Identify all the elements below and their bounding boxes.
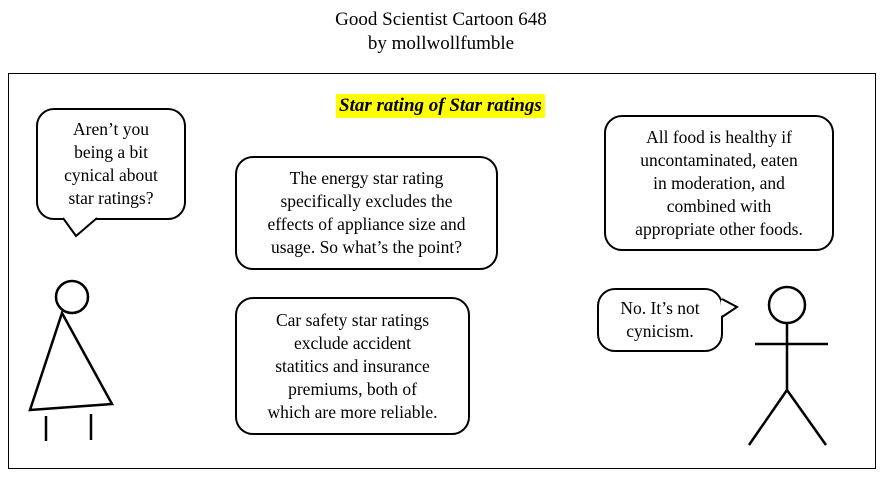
bubble-tail-left xyxy=(62,217,98,238)
bubble-line: cynical about xyxy=(64,165,158,185)
speech-bubble-food: All food is healthy if uncontaminated, e… xyxy=(604,115,834,251)
bubble-line: combined with xyxy=(666,195,772,216)
bubble-line: effects of appliance size and xyxy=(267,214,466,234)
bubble-line: The energy star rating xyxy=(289,168,444,188)
bubble-line: All food is healthy if xyxy=(646,126,792,147)
comic-panel xyxy=(8,73,876,469)
cartoon-header: Good Scientist Cartoon 648 by mollwollfu… xyxy=(0,8,882,56)
bubble-line: usage. So what’s the point? xyxy=(270,237,462,257)
bubble-line: Car safety star ratings xyxy=(275,309,430,330)
bubble-line: statitics and insurance xyxy=(275,355,430,376)
cartoon-byline: by mollwollfumble xyxy=(367,33,515,54)
right-figure-leg xyxy=(785,389,828,446)
bubble-line: premiums, both of xyxy=(288,378,417,399)
bubble-line: which are more reliable. xyxy=(267,401,438,422)
left-stick-figure xyxy=(28,279,115,441)
right-figure-leg xyxy=(747,389,789,446)
bubble-line: in moderation, and xyxy=(653,172,785,193)
bubble-tail-right xyxy=(721,298,739,318)
speech-bubble-right-character: No. It’s not cynicism. xyxy=(597,288,723,352)
bubble-line: cynicism. xyxy=(626,321,694,341)
bubble-line: Aren’t you xyxy=(73,119,149,139)
right-stick-figure xyxy=(747,285,828,446)
cartoon-title: Good Scientist Cartoon 648 xyxy=(335,9,547,30)
bubble-line: star ratings? xyxy=(68,188,154,208)
left-figure-body xyxy=(28,309,115,412)
bubble-line: specifically excludes the xyxy=(280,191,453,211)
speech-bubble-energy-rating: The energy star rating specifically excl… xyxy=(235,156,498,270)
bubble-line: appropriate other foods. xyxy=(635,218,803,239)
bubble-line: being a bit xyxy=(74,142,148,162)
right-figure-head xyxy=(767,285,807,325)
bubble-line: No. It’s not xyxy=(620,298,700,318)
speech-bubble-car-safety: Car safety star ratings exclude accident… xyxy=(235,297,470,435)
left-figure-head xyxy=(54,279,90,315)
bubble-line: uncontaminated, eaten xyxy=(640,149,798,170)
bubble-line: exclude accident xyxy=(293,332,412,353)
speech-bubble-left-character: Aren’t you being a bit cynical about sta… xyxy=(36,108,186,220)
panel-title: Star rating of Star ratings xyxy=(336,94,545,118)
